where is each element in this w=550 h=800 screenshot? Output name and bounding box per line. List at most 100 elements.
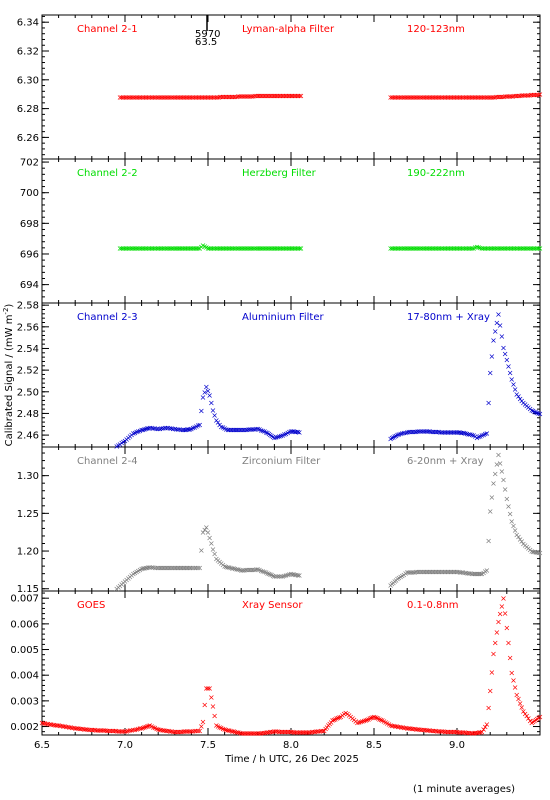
- data-point: ×: [446, 567, 453, 576]
- data-point: ×: [163, 424, 170, 433]
- data-point: ×: [72, 724, 79, 733]
- data-point: ×: [136, 244, 143, 253]
- data-point: ×: [155, 244, 162, 253]
- data-point: ×: [157, 424, 164, 433]
- data-point: ×: [408, 428, 415, 437]
- data-point: ×: [390, 93, 397, 102]
- data-point: ×: [296, 92, 303, 101]
- data-point: ×: [226, 244, 233, 253]
- data-point: ×: [88, 726, 95, 735]
- data-point: ×: [452, 244, 459, 253]
- data-point: ×: [335, 714, 342, 723]
- data-point: ×: [466, 244, 473, 253]
- data-point: ×: [171, 425, 178, 434]
- data-point: ×: [141, 244, 148, 253]
- data-point: ×: [101, 726, 108, 735]
- data-point: ×: [238, 426, 245, 435]
- data-point: ×: [168, 244, 175, 253]
- data-point: ×: [220, 423, 227, 432]
- data-point: ×: [489, 668, 496, 677]
- data-point: ×: [162, 93, 169, 102]
- data-point: ×: [187, 564, 194, 573]
- data-point: ×: [399, 93, 406, 102]
- x-tick-label: 7.0: [117, 740, 133, 751]
- data-point: ×: [216, 723, 223, 732]
- data-point: ×: [140, 723, 147, 732]
- data-point: ×: [45, 720, 52, 729]
- data-point: ×: [233, 728, 240, 737]
- data-point: ×: [264, 569, 271, 578]
- data-point: ×: [176, 93, 183, 102]
- data-point: ×: [135, 427, 142, 436]
- data-point: ×: [220, 724, 227, 733]
- data-point: ×: [513, 690, 520, 699]
- data-point: ×: [526, 91, 533, 100]
- data-point: ×: [141, 93, 148, 102]
- data-point: ×: [216, 558, 223, 567]
- data-point: ×: [495, 617, 502, 626]
- data-point: ×: [187, 727, 194, 736]
- data-point: ×: [259, 244, 266, 253]
- data-point: ×: [250, 244, 257, 253]
- data-point: ×: [392, 722, 399, 731]
- data-point: ×: [138, 426, 145, 435]
- data-point: ×: [442, 93, 449, 102]
- data-point: ×: [198, 722, 205, 731]
- data-point: ×: [433, 567, 440, 576]
- data-point: ×: [126, 93, 133, 102]
- data-point: ×: [206, 533, 213, 542]
- data-point: ×: [274, 92, 281, 101]
- data-point: ×: [408, 568, 415, 577]
- data-point: ×: [420, 93, 427, 102]
- data-point: ×: [523, 712, 530, 721]
- y-tick-label: 1.20: [17, 547, 39, 558]
- data-point: ×: [191, 93, 198, 102]
- data-point: ×: [176, 727, 183, 736]
- data-point: ×: [474, 728, 481, 737]
- data-point: ×: [492, 244, 499, 253]
- data-point: ×: [298, 244, 305, 253]
- data-point: ×: [125, 433, 132, 442]
- data-point: ×: [185, 425, 192, 434]
- data-point: ×: [291, 728, 298, 737]
- panel-frame-2: [41, 158, 541, 304]
- data-point: ×: [528, 719, 535, 728]
- data-point: ×: [454, 93, 461, 102]
- data-point: ×: [292, 92, 299, 101]
- data-point: ×: [517, 699, 524, 708]
- data-point: ×: [430, 93, 437, 102]
- data-point: ×: [233, 244, 240, 253]
- y-tick-label: 2.52: [17, 366, 39, 377]
- data-point: ×: [224, 93, 231, 102]
- data-point: ×: [489, 493, 496, 502]
- data-point: ×: [332, 715, 339, 724]
- data-point: ×: [259, 729, 266, 738]
- data-point: ×: [158, 93, 165, 102]
- data-point: ×: [328, 718, 335, 727]
- data-point: ×: [511, 92, 518, 101]
- data-point: ×: [482, 567, 489, 576]
- data-point: ×: [43, 719, 50, 728]
- data-point: ×: [209, 244, 216, 253]
- data-point: ×: [480, 568, 487, 577]
- data-point: ×: [156, 93, 163, 102]
- data-point: ×: [522, 709, 529, 718]
- data-point: ×: [147, 424, 154, 433]
- data-point: ×: [228, 426, 235, 435]
- data-point: ×: [149, 93, 156, 102]
- panel-filter-label: Herzberg Filter: [242, 168, 317, 179]
- y-tick-label: 2.46: [17, 431, 39, 442]
- data-point: ×: [152, 724, 159, 733]
- data-point: ×: [487, 93, 494, 102]
- data-point: ×: [391, 432, 398, 441]
- data-point: ×: [357, 718, 364, 727]
- data-point: ×: [287, 244, 294, 253]
- data-point: ×: [507, 654, 514, 663]
- data-point: ×: [263, 92, 270, 101]
- data-point: ×: [206, 684, 213, 693]
- data-point: ×: [170, 424, 177, 433]
- data-point: ×: [217, 93, 224, 102]
- data-point: ×: [309, 728, 316, 737]
- data-point: ×: [165, 244, 172, 253]
- data-point: ×: [277, 244, 284, 253]
